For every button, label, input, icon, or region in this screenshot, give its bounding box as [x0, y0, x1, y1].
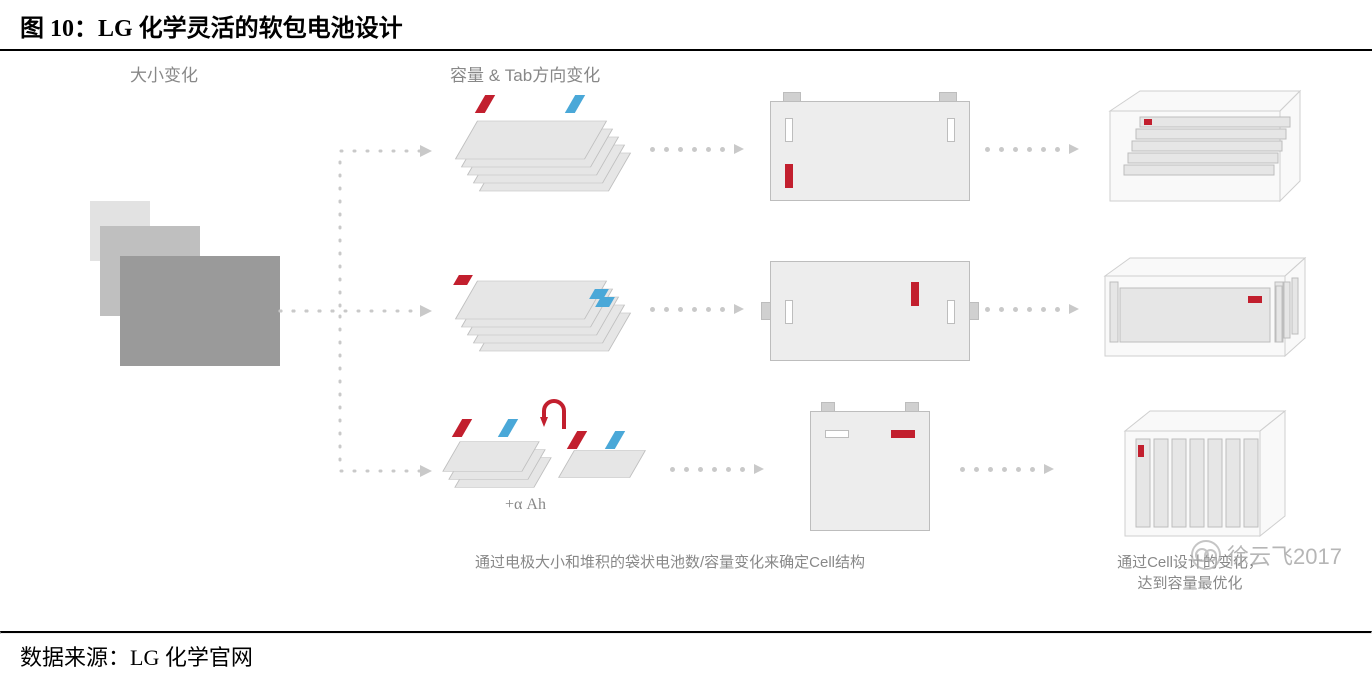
header-capacity: 容量 & Tab方向变化: [450, 61, 600, 86]
pack-row2: [1090, 246, 1290, 376]
arrow-r1-b: [985, 146, 1079, 152]
module-row1: [770, 101, 970, 201]
size-rect-large: [120, 256, 280, 366]
source-label: 数据来源：LG 化学官网: [0, 634, 1372, 678]
arrow-r2-b: [985, 306, 1079, 312]
cell-stack-row1: [460, 101, 620, 201]
cell-stack-row2: [460, 261, 620, 361]
watermark: 徐云飞2017: [1191, 539, 1342, 571]
diagram-area: 大小变化 容量 & Tab方向变化: [0, 51, 1372, 631]
add-arrow-icon: [540, 399, 570, 433]
caption-right-line2: 达到容量最优化: [1137, 575, 1242, 592]
caption-middle: 通过电极大小和堆积的袋状电池数/容量变化来确定Cell结构: [430, 551, 910, 572]
arrow-r1-a: [650, 146, 744, 152]
module-row2: [770, 261, 970, 361]
watermark-text: 徐云飞2017: [1227, 539, 1342, 571]
arrow-r3-a: [670, 466, 764, 472]
figure-title: 图 10：LG 化学灵活的软包电池设计: [0, 0, 1372, 51]
header-size: 大小变化: [130, 61, 198, 86]
branch-connector: [280, 121, 450, 501]
alpha-label: +α Ah: [505, 496, 546, 514]
cell-stack-row3-right: [560, 431, 640, 531]
pack-row1: [1090, 81, 1290, 211]
arrow-r2-a: [650, 306, 744, 312]
wechat-icon: [1191, 540, 1221, 570]
figure-container: 图 10：LG 化学灵活的软包电池设计 大小变化 容量 & Tab方向变化: [0, 0, 1372, 694]
pack-row3: [1110, 401, 1280, 531]
arrow-r3-b: [960, 466, 1054, 472]
module-row3: [810, 411, 930, 531]
